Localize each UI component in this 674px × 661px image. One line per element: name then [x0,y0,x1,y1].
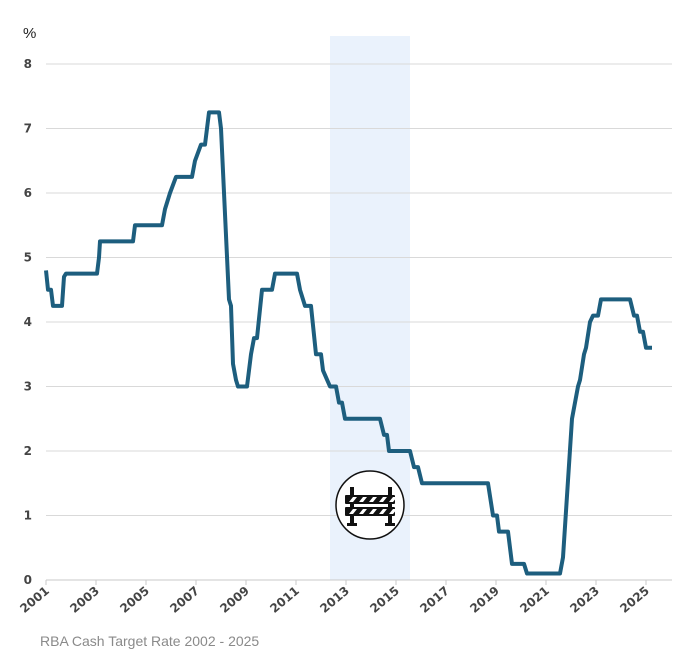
x-tick-label: 2015 [367,584,402,616]
x-tick-label: 2021 [517,584,552,616]
road-barrier-icon [335,470,405,540]
y-tick-label: 3 [24,380,32,394]
x-tick-label: 2025 [617,584,652,616]
x-tick-label: 2017 [417,584,452,616]
cash-rate-series-line [44,110,652,576]
y-tick-label: 7 [24,122,32,136]
y-axis-unit-label: % [23,25,36,42]
x-tick-label: 2023 [567,584,602,616]
x-tick-label: 2001 [17,584,52,616]
y-tick-label: 1 [24,509,32,523]
x-tick-label: 2019 [467,584,502,616]
x-axis-ticks: 2001 2003 2005 2007 2009 2011 2013 2015 2017 2019… [17,580,652,616]
y-tick-label: 5 [24,251,32,265]
y-tick-label: 0 [24,573,32,587]
x-tick-label: 2005 [117,584,152,616]
y-tick-label: 8 [24,57,32,71]
y-axis-ticks: 0 1 2 3 4 5 6 7 8 [24,57,32,587]
y-tick-label: 4 [24,315,32,329]
x-tick-label: 2007 [167,584,202,616]
x-tick-label: 2011 [267,584,302,616]
x-tick-label: 2013 [317,584,352,616]
chart-caption: RBA Cash Target Rate 2002 - 2025 [40,633,259,649]
x-tick-label: 2003 [67,584,102,616]
x-tick-label: 2009 [217,584,252,616]
y-tick-label: 6 [24,186,32,200]
y-tick-label: 2 [24,444,32,458]
